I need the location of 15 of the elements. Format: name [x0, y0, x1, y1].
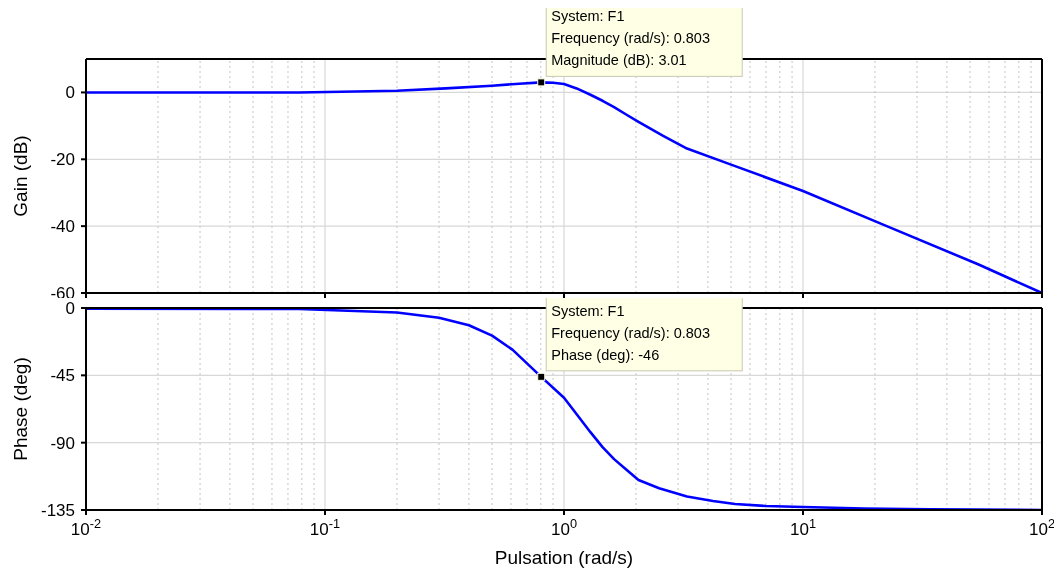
y-axis-title: Phase (deg) [9, 357, 31, 461]
y-tick-label: 0 [65, 83, 75, 103]
x-tick-label: 10$^{-1}$ [309, 515, 341, 539]
y-tick-label: -40 [50, 217, 75, 237]
annotation: System: F1 Frequency (rad/s): 0.803 Phase (deg): -46 [551, 302, 711, 363]
y-tick-label: 0 [65, 299, 75, 318]
y-axis-title: Gain (dB) [9, 135, 31, 217]
x-tick-label: 10$^{2}$ [1028, 515, 1056, 539]
y-tick-label: -90 [50, 433, 75, 453]
x-axis-title: Pulsation (rad/s) [494, 547, 634, 568]
x-tick-label: 10$^{0}$ [550, 515, 578, 539]
x-tick-label: 10$^{1}$ [789, 515, 817, 539]
y-tick-label: -45 [50, 366, 75, 386]
annotation: System: F1 Frequency (rad/s): 0.803 Magnitude (dB): 3.01 [551, 8, 711, 69]
y-tick-label: -20 [50, 150, 75, 170]
